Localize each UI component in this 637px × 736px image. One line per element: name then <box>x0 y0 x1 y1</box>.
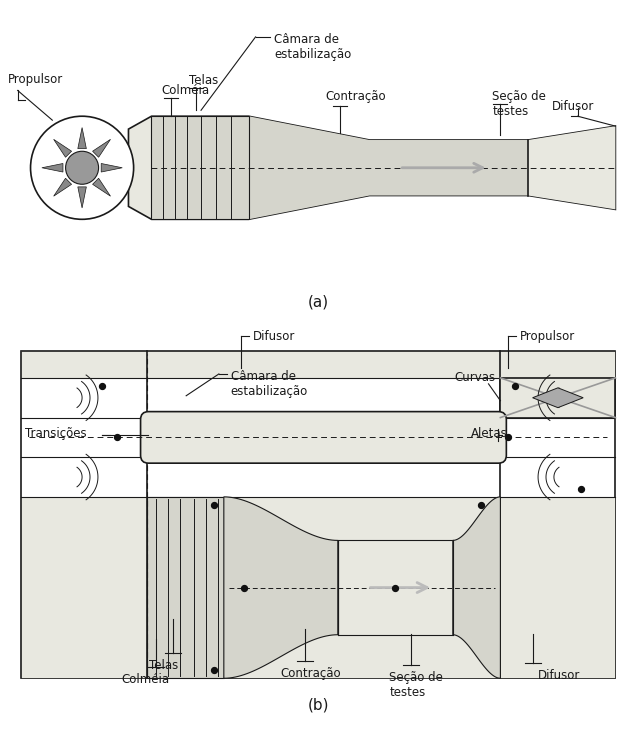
Point <box>390 581 401 593</box>
Text: Curvas: Curvas <box>455 372 496 384</box>
Polygon shape <box>92 178 110 197</box>
Point <box>239 581 249 593</box>
Polygon shape <box>20 351 615 679</box>
Polygon shape <box>42 163 63 172</box>
Polygon shape <box>533 388 583 408</box>
Polygon shape <box>92 139 110 158</box>
Text: Difusor: Difusor <box>552 100 594 113</box>
Polygon shape <box>78 187 87 208</box>
Circle shape <box>66 152 99 184</box>
Text: Transições: Transições <box>25 427 86 440</box>
Point <box>475 499 485 511</box>
Polygon shape <box>78 127 87 149</box>
Text: Aletas: Aletas <box>471 427 508 440</box>
Point <box>111 431 122 443</box>
Polygon shape <box>101 163 122 172</box>
FancyBboxPatch shape <box>141 411 506 463</box>
Text: Colméia: Colméia <box>122 673 170 686</box>
Text: (a): (a) <box>308 294 329 309</box>
Text: (b): (b) <box>307 698 329 712</box>
Point <box>97 380 107 392</box>
Polygon shape <box>248 116 528 219</box>
Text: Contração: Contração <box>280 668 341 680</box>
Polygon shape <box>453 497 501 679</box>
Polygon shape <box>147 497 224 679</box>
Polygon shape <box>129 116 615 219</box>
Polygon shape <box>20 497 615 679</box>
Circle shape <box>31 116 134 219</box>
Text: Propulsor: Propulsor <box>520 330 575 343</box>
Polygon shape <box>224 497 338 679</box>
Text: Telas: Telas <box>150 659 179 673</box>
Polygon shape <box>501 378 615 417</box>
Polygon shape <box>54 139 71 158</box>
Polygon shape <box>528 126 615 210</box>
Point <box>576 483 586 495</box>
Text: Câmara de
estabilização: Câmara de estabilização <box>275 33 352 61</box>
Text: Seção de
testes: Seção de testes <box>492 91 547 118</box>
Polygon shape <box>54 178 71 197</box>
Text: Difusor: Difusor <box>538 669 580 682</box>
Text: Difusor: Difusor <box>253 330 295 343</box>
Point <box>503 431 513 443</box>
Point <box>209 665 219 676</box>
Point <box>209 499 219 511</box>
Text: Propulsor: Propulsor <box>8 74 63 86</box>
Text: Telas: Telas <box>189 74 218 87</box>
Polygon shape <box>20 351 615 378</box>
Text: Contração: Contração <box>325 91 385 104</box>
Polygon shape <box>338 540 453 634</box>
Text: Colméia: Colméia <box>161 83 210 96</box>
Text: Câmara de
estabilização: Câmara de estabilização <box>231 370 308 398</box>
Text: Seção de
testes: Seção de testes <box>389 671 443 699</box>
Polygon shape <box>152 116 248 219</box>
Point <box>510 380 520 392</box>
